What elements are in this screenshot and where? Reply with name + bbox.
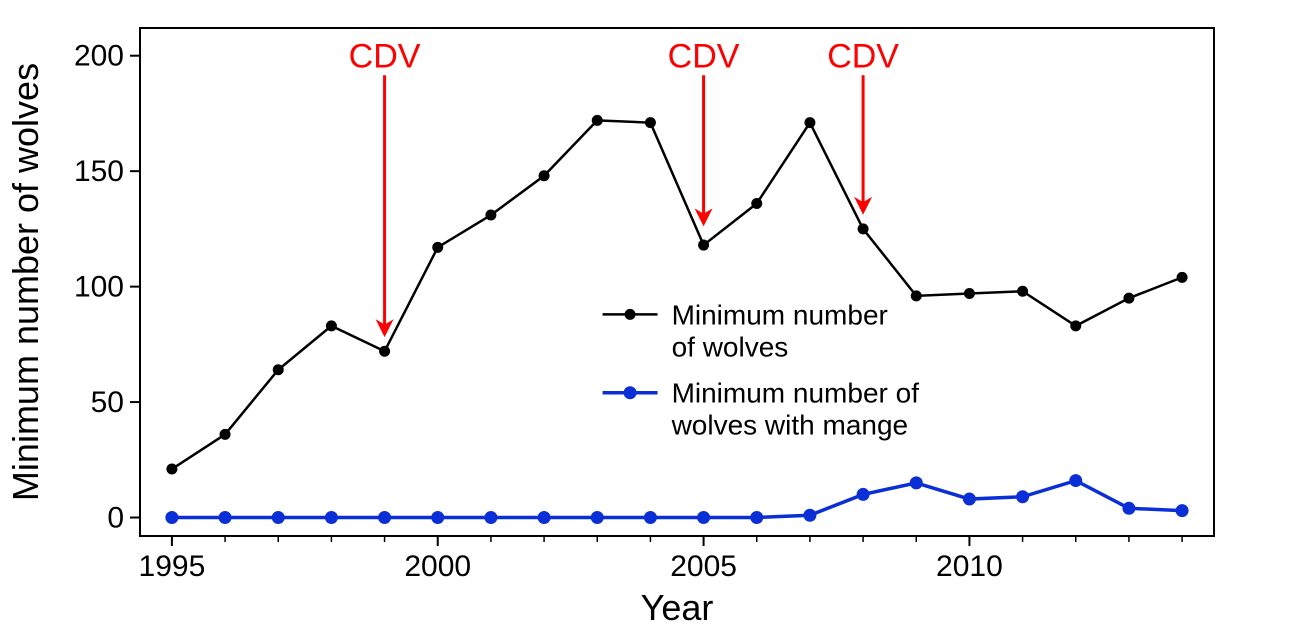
data-point-wolves <box>1123 293 1134 304</box>
data-point-wolves <box>804 117 815 128</box>
data-point-wolves <box>273 364 284 375</box>
annotation-cdv-label: CDV <box>827 37 899 75</box>
legend-label: wolves with mange <box>671 410 909 441</box>
data-point-wolves <box>911 290 922 301</box>
data-point-mange <box>591 511 604 524</box>
legend-label: Minimum number <box>672 299 888 330</box>
data-point-mange <box>378 511 391 524</box>
data-point-wolves <box>326 320 337 331</box>
data-point-mange <box>484 511 497 524</box>
chart-container: 0 50 100 150 200 1995 2000 2005 2010 Year Minimum … <box>0 0 1300 641</box>
legend-label: Minimum number of <box>672 378 920 409</box>
data-point-wolves <box>539 170 550 181</box>
data-point-wolves <box>1017 286 1028 297</box>
y-tick-label: 100 <box>74 271 124 304</box>
data-point-wolves <box>1070 320 1081 331</box>
data-point-mange <box>644 511 657 524</box>
data-point-mange <box>1122 502 1135 515</box>
data-point-wolves <box>485 210 496 221</box>
y-tick-label: 150 <box>74 155 124 188</box>
data-point-mange <box>803 509 816 522</box>
data-point-mange <box>431 511 444 524</box>
data-point-wolves <box>858 223 869 234</box>
data-point-mange <box>219 511 232 524</box>
data-point-mange <box>750 511 763 524</box>
x-tick-label: 2005 <box>670 550 737 583</box>
data-point-mange <box>910 476 923 489</box>
data-point-wolves <box>751 198 762 209</box>
data-point-mange <box>857 488 870 501</box>
legend-label: of wolves <box>672 331 789 362</box>
data-point-wolves <box>698 240 709 251</box>
x-tick-label: 2000 <box>404 550 471 583</box>
data-point-mange <box>538 511 551 524</box>
annotation-cdv-label: CDV <box>349 37 421 75</box>
y-tick-label: 0 <box>107 502 124 535</box>
data-point-mange <box>325 511 338 524</box>
data-point-mange <box>1016 490 1029 503</box>
y-tick-label: 50 <box>91 386 124 419</box>
data-point-wolves <box>379 346 390 357</box>
data-point-wolves <box>220 429 231 440</box>
x-tick-label: 1995 <box>139 550 206 583</box>
data-point-mange <box>963 493 976 506</box>
data-point-wolves <box>645 117 656 128</box>
data-point-wolves <box>592 115 603 126</box>
annotation-cdv-label: CDV <box>668 37 740 75</box>
y-tick-label: 200 <box>74 40 124 73</box>
data-point-mange <box>1069 474 1082 487</box>
y-axis-title: Minimum number of wolves <box>5 63 46 501</box>
data-point-mange <box>165 511 178 524</box>
line-chart-svg: 0 50 100 150 200 1995 2000 2005 2010 Year Minimum … <box>0 0 1300 641</box>
data-point-mange <box>697 511 710 524</box>
data-point-wolves <box>964 288 975 299</box>
data-point-wolves <box>166 464 177 475</box>
x-tick-label: 2010 <box>936 550 1003 583</box>
data-point-mange <box>272 511 285 524</box>
data-point-mange <box>1176 504 1189 517</box>
x-axis-title: Year <box>641 587 714 628</box>
data-point-wolves <box>1177 272 1188 283</box>
data-point-wolves <box>432 242 443 253</box>
